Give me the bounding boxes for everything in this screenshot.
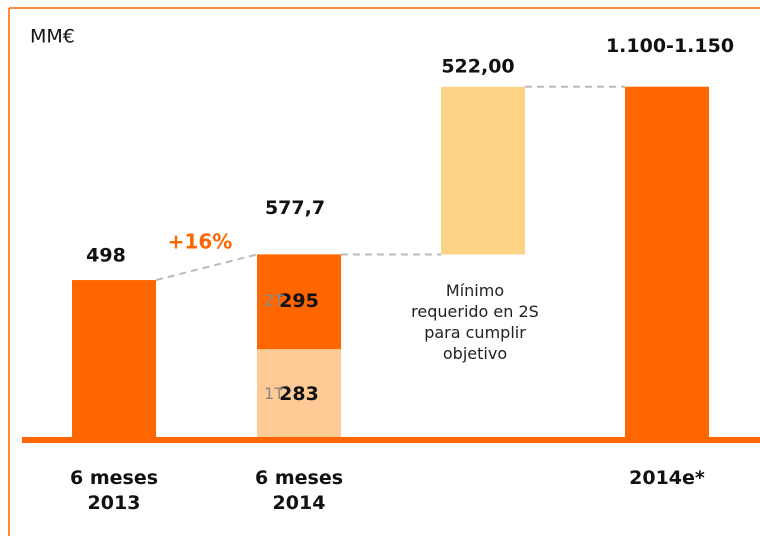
segment-label: 283	[279, 383, 319, 405]
segment	[257, 349, 341, 440]
segment-name: 2T	[264, 291, 284, 310]
growth-label: +16%	[168, 230, 233, 254]
x-tick-label: 2014e*	[629, 467, 705, 489]
segment	[257, 254, 341, 350]
baseline	[22, 437, 760, 443]
value-label: 577,7	[265, 197, 325, 219]
x-tick-label: 6 meses 2013	[69, 467, 159, 514]
x-tick-label: 6 meses 2014	[254, 467, 344, 514]
value-label: 498	[86, 245, 126, 267]
unit-label: MM€	[30, 26, 75, 48]
segment-name: 1T	[264, 384, 284, 403]
bar	[625, 86, 709, 440]
bar	[441, 86, 525, 255]
annotation: Mínimo requerido en 2S para cumplir obje…	[411, 281, 539, 363]
bar	[72, 280, 156, 440]
value-label: 522,00	[441, 55, 514, 77]
segment-label: 295	[279, 290, 319, 312]
value-label: 1.100-1.150	[606, 35, 734, 57]
connector	[155, 253, 258, 282]
